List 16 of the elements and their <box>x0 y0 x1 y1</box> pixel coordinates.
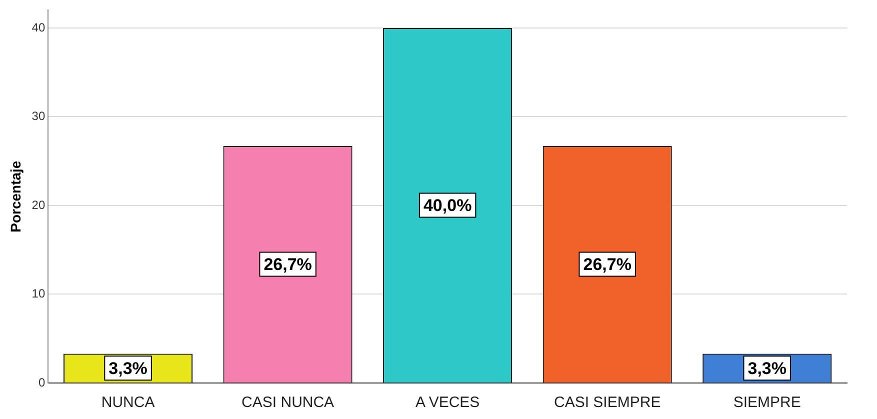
y-tick-label: 0 <box>38 375 46 390</box>
data-label: 26,7% <box>264 254 312 274</box>
data-label: 26,7% <box>583 254 632 274</box>
y-tick-label: 10 <box>32 286 46 301</box>
x-tick-label: CASI SIEMPRE <box>554 394 661 412</box>
x-tick-label: A VECES <box>415 394 480 412</box>
data-label: 3,3% <box>108 358 148 378</box>
x-tick-label: CASI NUNCA <box>242 394 334 412</box>
y-axis-title: Porcentaje <box>7 160 24 232</box>
y-tick-label: 30 <box>32 109 46 124</box>
y-tick-label: 40 <box>32 20 46 34</box>
data-label: 40,0% <box>423 196 472 215</box>
y-tick-label: 20 <box>32 198 46 212</box>
x-tick-label: NUNCA <box>101 394 155 412</box>
data-label: 3,3% <box>748 358 786 378</box>
x-tick-label: SIEMPRE <box>733 394 801 412</box>
